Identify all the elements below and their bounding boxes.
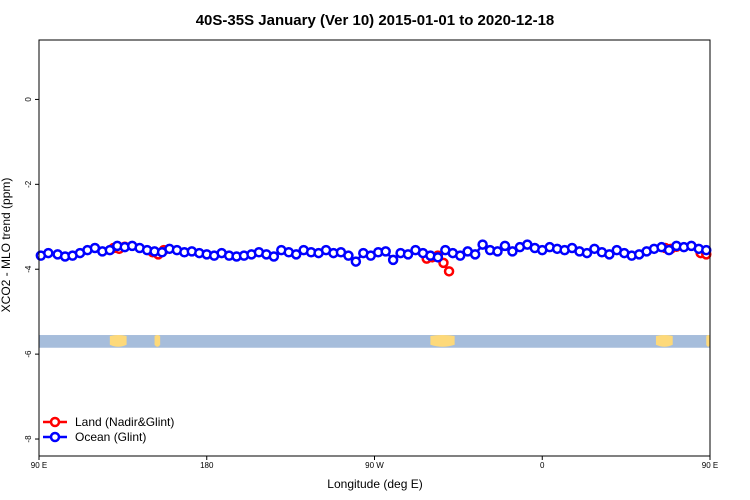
ocean-point-46 [380, 246, 391, 257]
x-tick-label-3: 0 [540, 461, 545, 470]
ocean-point-53 [432, 252, 444, 263]
legend-label-land: Land (Nadir&Glint) [75, 415, 174, 429]
chart-title: 40S-35S January (Ver 10) 2015-01-01 to 2… [196, 12, 555, 29]
x-tick-label-0: 90 E [31, 461, 47, 470]
land-patch-1 [154, 335, 161, 347]
x-tick-label-4: 90 E [702, 461, 718, 470]
ocean-point-1 [43, 247, 54, 259]
ocean-point-84 [663, 244, 675, 256]
x-axis: 90 E 180 90 W 0 90 E [31, 456, 718, 470]
land-patch-0 [109, 335, 127, 347]
legend-marker-ocean [49, 431, 61, 443]
legend: Land (Nadir&Glint) Ocean (Glint) [43, 415, 174, 444]
ocean-point-73 [581, 247, 593, 259]
y-tick-label-2: -4 [24, 265, 33, 273]
ocean-point-31 [268, 251, 280, 262]
ocean-point-42 [350, 256, 362, 267]
land-point-2-4 [443, 266, 455, 277]
ocean-point-89 [701, 244, 712, 256]
ocean-band [39, 335, 710, 348]
series-layer [35, 239, 712, 277]
ocean-point-61 [492, 246, 503, 257]
ocean-point-76 [604, 249, 615, 260]
ocean-point-34 [290, 249, 302, 260]
ocean-point-56 [454, 250, 466, 261]
ocean-point-41 [343, 250, 354, 261]
land-patch-3 [655, 335, 673, 347]
y-tick-label-3: -6 [24, 350, 33, 358]
x-axis-label: Longitude (deg E) [327, 477, 422, 491]
land-band [39, 335, 710, 348]
y-tick-label-1: -2 [24, 180, 33, 188]
ocean-point-63 [507, 246, 518, 257]
y-tick-label-0: 0 [24, 97, 33, 102]
ocean-point-58 [469, 249, 481, 260]
land-patch-2 [430, 335, 455, 347]
y-axis: 0 -2 -4 -6 -8 [24, 97, 39, 443]
land-patch-4 [706, 335, 710, 347]
y-tick-label-4: -8 [24, 435, 33, 443]
y-axis-label: XCO2 - MLO trend (ppm) [0, 178, 13, 313]
ocean-point-9 [104, 244, 116, 256]
legend-marker-land [49, 416, 61, 428]
x-tick-label-1: 180 [200, 461, 214, 470]
legend-label-ocean: Ocean (Glint) [75, 430, 146, 444]
x-tick-label-2: 90 W [365, 461, 384, 470]
ocean-point-59 [477, 239, 488, 250]
ocean-point-47 [387, 254, 399, 266]
ocean-point-62 [499, 240, 511, 252]
ocean-point-49 [402, 249, 414, 260]
